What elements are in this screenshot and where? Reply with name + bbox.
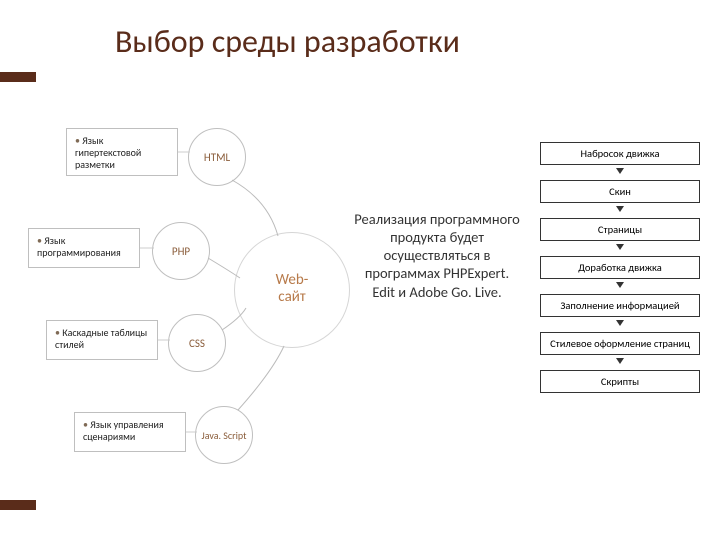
- circle-html-label: HTML: [204, 151, 230, 164]
- label-php-text: Язык программирования: [37, 234, 121, 259]
- label-css: Каскадные таблицы стилей: [46, 320, 158, 360]
- circle-php: PHP: [152, 222, 210, 280]
- circle-css: CSS: [168, 314, 226, 372]
- side-box-6: Скрипты: [540, 370, 700, 393]
- slide: Выбор среды разработки Язык гипертекстов…: [0, 0, 720, 540]
- web-label-line1: Web-: [262, 272, 322, 289]
- side-box-5: Стилевое оформление страниц: [540, 332, 700, 355]
- accent-bar-bottom: [0, 500, 36, 510]
- label-css-text: Каскадные таблицы стилей: [55, 326, 147, 351]
- circle-php-label: PHP: [172, 245, 190, 258]
- side-box-4: Заполнение информацией: [540, 294, 700, 317]
- arrow-5: [616, 358, 624, 364]
- arrow-3: [616, 282, 624, 288]
- circle-css-label: CSS: [189, 337, 205, 350]
- circle-js: Java. Script: [195, 406, 253, 464]
- arrow-4: [616, 320, 624, 326]
- circle-html: HTML: [188, 128, 246, 186]
- slide-title: Выбор среды разработки: [115, 22, 460, 61]
- accent-bar-top: [0, 72, 36, 82]
- label-php: Язык программирования: [28, 228, 140, 268]
- arrow-1: [616, 206, 624, 212]
- side-box-0: Набросок движка: [540, 142, 700, 165]
- arrow-2: [616, 244, 624, 250]
- web-label: Web- сайт: [262, 272, 322, 305]
- side-box-1: Скин: [540, 180, 700, 203]
- circle-js-label: Java. Script: [202, 429, 247, 442]
- label-js: Язык управления сценариями: [74, 412, 186, 452]
- arrow-0: [616, 168, 624, 174]
- web-label-line2: сайт: [262, 289, 322, 306]
- central-text: Реализация программного продукта будет о…: [352, 210, 522, 301]
- label-html: Язык гипертекстовой разметки: [66, 128, 178, 176]
- label-js-text: Язык управления сценариями: [83, 418, 164, 443]
- label-html-text: Язык гипертекстовой разметки: [75, 134, 141, 171]
- side-box-3: Доработка движка: [540, 256, 700, 279]
- side-box-2: Страницы: [540, 218, 700, 241]
